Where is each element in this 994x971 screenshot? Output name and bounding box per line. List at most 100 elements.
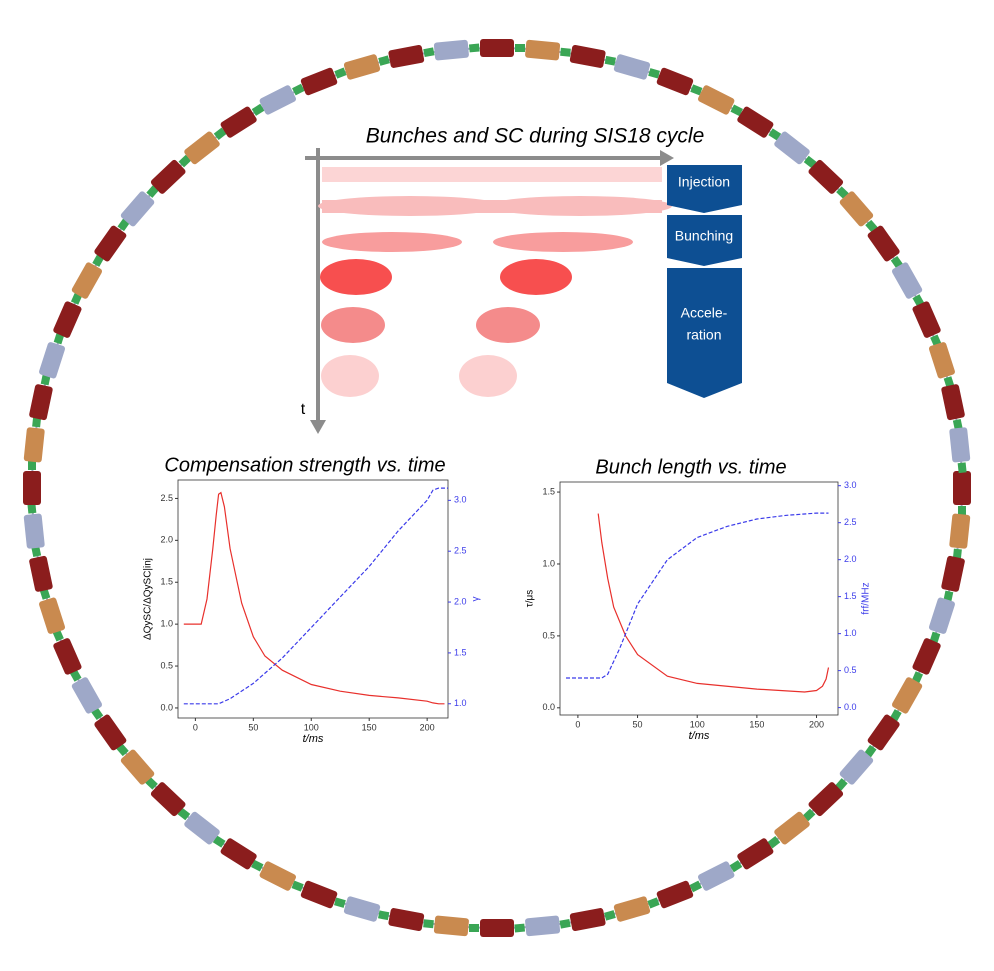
ring-element bbox=[71, 262, 103, 299]
y2-axis-label: γ bbox=[471, 597, 482, 602]
ring-element bbox=[730, 104, 743, 117]
ring-element bbox=[525, 915, 561, 937]
stage-box bbox=[667, 268, 742, 398]
y-tick-label: 1.0 bbox=[160, 619, 173, 629]
y2-tick-label: 0.0 bbox=[844, 702, 857, 712]
ring-element bbox=[656, 880, 694, 909]
ring-element bbox=[515, 44, 525, 52]
ring-element bbox=[150, 159, 186, 194]
x-tick-label: 0 bbox=[575, 719, 580, 729]
y-tick-label: 2.5 bbox=[160, 493, 173, 503]
y2-tick-label: 1.0 bbox=[844, 628, 857, 638]
ring-element bbox=[952, 418, 963, 431]
x-tick-label: 200 bbox=[809, 719, 824, 729]
ring-element bbox=[613, 896, 651, 922]
ring-element bbox=[251, 859, 264, 872]
ring-element bbox=[808, 782, 844, 817]
x-tick-label: 150 bbox=[362, 722, 377, 732]
ring-element bbox=[29, 384, 53, 421]
ring-element bbox=[839, 191, 874, 227]
ring-element bbox=[178, 154, 192, 168]
ring-element bbox=[468, 43, 480, 53]
ring-element bbox=[949, 427, 971, 463]
ring-element bbox=[184, 811, 220, 845]
ring-element bbox=[774, 131, 810, 165]
ring-element bbox=[39, 342, 66, 379]
ring-element bbox=[867, 714, 900, 751]
series-line bbox=[183, 487, 448, 705]
plot-frame bbox=[559, 481, 839, 716]
ring-element bbox=[251, 103, 265, 116]
ring-element bbox=[29, 555, 53, 592]
ring-element bbox=[891, 677, 923, 714]
chart-title: Compensation strength vs. time bbox=[164, 454, 445, 476]
arrow-head bbox=[660, 150, 674, 166]
ring-element bbox=[802, 808, 816, 822]
y2-tick-label: 2.5 bbox=[844, 517, 857, 527]
chart-title: Bunch length vs. time bbox=[595, 456, 786, 478]
ring-element bbox=[647, 897, 660, 909]
ring-element bbox=[423, 47, 435, 58]
y2-tick-label: 1.0 bbox=[454, 698, 467, 708]
x-axis-label: t/ms bbox=[303, 733, 324, 745]
y2-tick-label: 2.0 bbox=[844, 554, 857, 564]
ring-element bbox=[803, 155, 817, 169]
series-line bbox=[183, 491, 445, 705]
ring-element bbox=[514, 923, 526, 933]
ring-element bbox=[697, 861, 735, 891]
ring-element bbox=[559, 918, 571, 929]
ring-element bbox=[334, 897, 346, 908]
y-tick-label: 0.0 bbox=[542, 702, 555, 712]
ring-element bbox=[213, 127, 227, 140]
y2-tick-label: 1.5 bbox=[454, 647, 467, 657]
ring-element bbox=[300, 67, 338, 96]
ring-element bbox=[378, 910, 390, 921]
x-tick-label: 100 bbox=[690, 719, 705, 729]
stage-label: Injection bbox=[678, 174, 730, 190]
ring-element bbox=[53, 301, 82, 338]
ring-element bbox=[891, 262, 923, 299]
ring-element bbox=[120, 749, 155, 785]
ring-element bbox=[689, 880, 702, 893]
ring-element bbox=[212, 835, 226, 848]
ring-element bbox=[378, 55, 391, 66]
stage-label: ration bbox=[686, 327, 721, 343]
x-tick-label: 50 bbox=[248, 722, 258, 732]
ring-element bbox=[912, 638, 941, 675]
ring-element bbox=[32, 416, 42, 428]
y-axis-label: ΔQySC/ΔQySC|inj bbox=[143, 558, 154, 640]
ring-element bbox=[177, 807, 191, 821]
ring-element bbox=[343, 896, 381, 922]
ring-element bbox=[53, 638, 82, 675]
y-tick-label: 1.5 bbox=[542, 486, 555, 496]
ring-element bbox=[560, 47, 571, 57]
ring-element bbox=[220, 106, 257, 138]
ring-element bbox=[150, 782, 186, 817]
ring-element bbox=[767, 836, 781, 849]
ring-element bbox=[300, 880, 338, 909]
ring-element bbox=[729, 860, 743, 873]
ring-element bbox=[941, 384, 965, 421]
ring-element bbox=[768, 128, 782, 141]
x-tick-label: 50 bbox=[633, 719, 643, 729]
ring-element bbox=[433, 915, 469, 937]
ring-element bbox=[259, 861, 297, 891]
ring-element bbox=[604, 55, 616, 66]
ring-element bbox=[388, 908, 425, 932]
ring-element bbox=[433, 39, 469, 61]
ring-element bbox=[423, 919, 434, 929]
bunches bbox=[318, 167, 672, 397]
ring-element bbox=[949, 513, 971, 549]
accelerator-ring bbox=[23, 39, 971, 937]
ring-element bbox=[39, 597, 66, 634]
ring-element bbox=[23, 513, 45, 549]
ring-element bbox=[480, 39, 514, 57]
ring-element bbox=[928, 342, 955, 379]
ring-element bbox=[94, 714, 127, 751]
stage-box bbox=[667, 165, 742, 213]
ring-element bbox=[259, 85, 297, 115]
y2-tick-label: 2.0 bbox=[454, 596, 467, 606]
ring-element bbox=[27, 502, 37, 514]
y2-axis-label: frf/MHz bbox=[861, 582, 872, 614]
ring-element bbox=[656, 67, 694, 96]
